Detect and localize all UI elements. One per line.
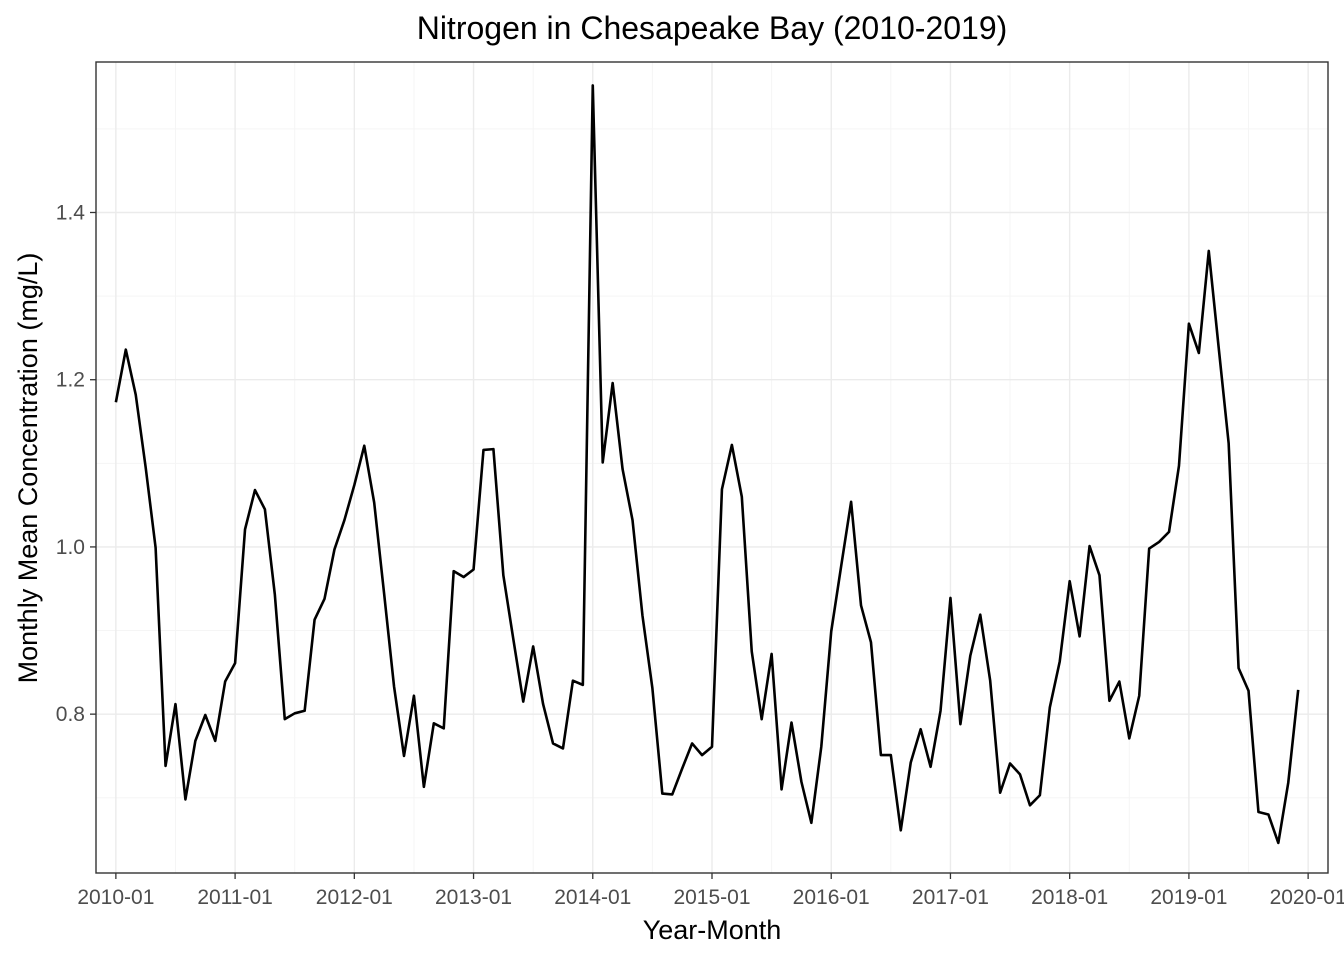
x-tick-label: 2013-01	[435, 886, 512, 909]
y-tick-label: 1.4	[56, 201, 86, 224]
x-tick-label: 2019-01	[1150, 886, 1227, 909]
y-tick-label: 0.8	[56, 703, 85, 726]
x-tick-label: 2011-01	[197, 886, 273, 909]
y-tick-label: 1.0	[56, 536, 85, 559]
x-tick-label: 2014-01	[554, 886, 631, 909]
x-tick-label: 2020-01	[1270, 886, 1344, 909]
x-tick-label: 2017-01	[912, 886, 989, 909]
x-tick-label: 2015-01	[673, 886, 750, 909]
x-tick-label: 2018-01	[1031, 886, 1108, 909]
y-axis-title: Monthly Mean Concentration (mg/L)	[13, 253, 43, 684]
chart-title: Nitrogen in Chesapeake Bay (2010-2019)	[417, 10, 1008, 46]
x-tick-label: 2010-01	[77, 886, 154, 909]
x-axis: 2010-01 2011-01 2012-01 2013-01 2014-01 2015-…	[77, 873, 1344, 909]
x-tick-label: 2012-01	[316, 886, 393, 909]
x-axis-title: Year-Month	[643, 915, 782, 945]
x-tick-label: 2016-01	[793, 886, 870, 909]
series-line	[114, 84, 1300, 845]
y-tick-label: 1.2	[56, 369, 85, 392]
series-layer	[114, 84, 1300, 845]
y-axis: 0.8 1.0 1.2 1.4	[56, 201, 96, 726]
major-grid	[96, 62, 1328, 873]
